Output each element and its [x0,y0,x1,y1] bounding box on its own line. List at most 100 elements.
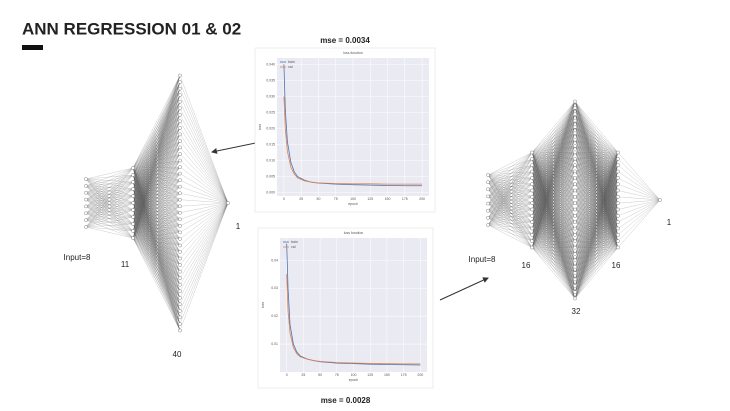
node [573,156,577,161]
edge [132,134,181,183]
edge [487,184,533,226]
edge [179,108,229,204]
edge [574,196,619,299]
edge [487,196,533,218]
edge [132,173,181,183]
edge [132,230,181,285]
layer-label: 32 [572,307,581,316]
edge [487,189,533,197]
edge [85,167,134,228]
edge [574,203,619,299]
slide-title: ANN REGRESSION 01 & 02 [22,19,241,38]
x-tick-label: 25 [301,373,305,377]
edge [85,167,134,180]
edge [487,182,533,216]
edge [85,167,134,214]
edge [132,219,181,232]
edge [132,219,181,239]
node [530,182,534,186]
edge [179,147,229,204]
node [131,222,135,226]
node [616,214,620,218]
node [486,208,490,213]
x-tick-label: 175 [402,197,408,201]
node [573,118,577,123]
edge [574,152,619,223]
edge [132,230,181,272]
edge [531,101,576,248]
edge [531,120,576,248]
node [573,220,577,225]
edge [132,75,181,176]
edge [487,189,533,216]
x-tick-label: 0 [283,197,285,201]
edge [574,139,619,153]
edge [179,199,229,204]
mse-label: mse = 0.0034 [320,36,370,45]
edge [179,134,229,204]
edge [85,226,134,232]
y-tick-label: 0.010 [266,159,275,163]
edge [132,237,181,285]
y-tick-label: 0.040 [266,62,275,66]
edge [132,230,181,259]
edge [132,230,181,318]
edge [574,152,619,166]
edge [487,189,533,210]
node [178,86,182,91]
node [530,226,534,231]
node [131,236,135,240]
node [178,289,182,294]
edge [132,212,181,239]
edge [132,223,181,292]
node [84,204,88,209]
edge [487,152,533,190]
y-tick-label: 0.03 [271,286,278,290]
node [616,239,620,243]
edge [487,182,533,229]
node [658,198,662,202]
x-tick-label: 75 [334,197,338,201]
edge [574,165,619,299]
edge [487,203,533,242]
x-tick-label: 150 [385,197,391,201]
edge [487,190,533,197]
node [178,119,182,124]
node [178,315,182,320]
edge [132,95,181,239]
edge [531,190,576,248]
chart-title: loss function [344,231,364,235]
edge [132,140,181,239]
edge [132,237,181,246]
node [178,191,182,195]
node [573,214,577,218]
node [616,188,620,193]
edge [132,237,181,298]
node [573,150,577,155]
edge [487,165,533,176]
node [616,176,620,180]
edge [574,152,619,242]
edge [179,202,229,253]
node [530,245,534,250]
edge [487,224,533,242]
chart-title: loss function [343,51,363,55]
edge [487,217,533,235]
node [530,201,534,205]
edge [487,165,533,190]
node [178,184,182,189]
edge [132,160,181,169]
edge [179,127,229,204]
node [486,180,490,184]
edge [179,173,229,204]
y-tick-label: 0.005 [266,175,275,179]
edge [132,237,181,266]
edge [487,171,533,197]
node [131,201,135,205]
edge [179,202,229,246]
edge [85,195,134,228]
edge [85,167,134,200]
edge [487,196,533,229]
edge [531,228,576,248]
